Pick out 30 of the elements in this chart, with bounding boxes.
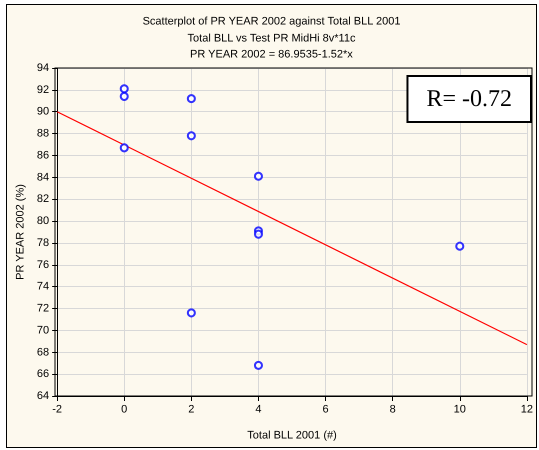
y-tick-label: 70 [36,324,50,336]
y-tick-label: 64 [36,390,50,402]
y-tick-label: 84 [36,171,50,184]
y-tick-label: 88 [36,128,50,140]
x-tick-label: 12 [520,404,534,416]
y-tick-label: 80 [36,215,50,228]
y-tick-label: 66 [36,368,50,380]
y-tick-label: 68 [36,346,50,358]
x-tick-label: 10 [454,404,466,416]
y-tick-label: 86 [36,149,50,162]
y-axis-title: PR YEAR 2002 (%) [14,184,26,280]
x-tick-label: 6 [322,404,329,416]
chart-title: Scatterplot of PR YEAR 2002 against Total BLL 2001 [142,16,400,28]
y-tick-label: 82 [36,193,50,206]
y-tick-label: 72 [36,302,50,315]
annotation: R= -0.72 [426,86,512,112]
x-tick-label: -2 [52,404,62,416]
y-tick-label: 94 [36,62,50,74]
y-tick-label: 92 [36,84,50,96]
x-tick-label: 4 [255,404,262,416]
y-tick-label: 76 [36,258,50,271]
text: PR YEAR 2002 = 86.9535-1.52*x [190,48,354,60]
y-tick-label: 74 [36,280,50,293]
x-tick-label: 2 [188,404,194,416]
y-tick-label: 78 [36,236,50,249]
x-axis-title: Total BLL 2001 (#) [247,430,337,442]
x-tick-label: 0 [121,404,128,416]
y-tick-label: 90 [36,106,50,118]
chart-subtitle: Total BLL vs Test PR MidHi 8v*11c [188,32,356,44]
x-tick-label: 8 [390,404,396,416]
